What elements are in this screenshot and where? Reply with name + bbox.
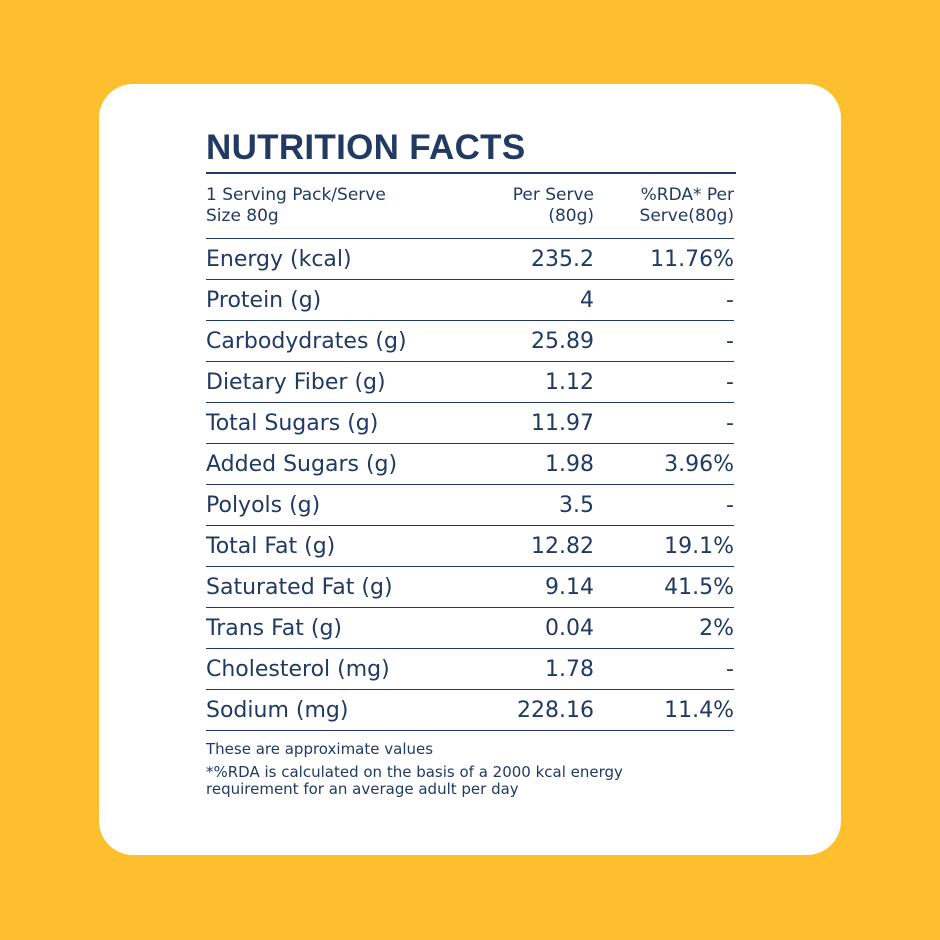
rda-value: -	[594, 648, 734, 690]
per-serve-label: Per Serve (80g)	[512, 185, 594, 226]
page-title: NUTRITION FACTS	[206, 128, 526, 167]
nutrient-name: Dietary Fiber (g)	[206, 361, 478, 403]
table-row: Cholesterol (mg) 1.78-	[206, 648, 734, 690]
per-serve-value: 11.97	[478, 402, 594, 444]
rda-label: %RDA* Per Serve(80g)	[639, 185, 734, 226]
serving-size-label: 1 Serving Pack/Serve Size 80g	[206, 185, 386, 226]
per-serve-value: 235.2	[478, 238, 594, 280]
per-serve-value: 12.82	[478, 525, 594, 567]
rda-value: -	[594, 279, 734, 321]
rda-value: 11.4%	[594, 689, 734, 731]
per-serve-value: 1.12	[478, 361, 594, 403]
table-row: Polyols (g) 3.5-	[206, 484, 734, 526]
table-row: Trans Fat (g) 0.04 2%	[206, 607, 734, 649]
nutrient-name: Polyols (g)	[206, 484, 478, 526]
nutrient-name: Saturated Fat (g)	[206, 566, 478, 608]
nutrient-name: Trans Fat (g)	[206, 607, 478, 649]
rda-value: -	[594, 402, 734, 444]
table-row: Sodium (mg) 228.16 11.4%	[206, 689, 734, 731]
table-row: Carbodydrates (g) 25.89-	[206, 320, 734, 362]
table-row: Added Sugars (g) 1.98 3.96%	[206, 443, 734, 485]
rda-value: 2%	[594, 607, 734, 649]
nutrient-name: Energy (kcal)	[206, 238, 478, 280]
rda-value: -	[594, 361, 734, 403]
rda-value: -	[594, 320, 734, 362]
nutrient-name: Sodium (mg)	[206, 689, 478, 731]
rda-value: 3.96%	[594, 443, 734, 485]
table-header-row: 1 Serving Pack/Serve Size 80g Per Serve …	[206, 174, 734, 239]
per-serve-value: 9.14	[478, 566, 594, 608]
per-serve-value: 1.98	[478, 443, 594, 485]
table-row: Protein (g) 4-	[206, 279, 734, 321]
per-serve-value: 1.78	[478, 648, 594, 690]
table-row: Total Sugars (g) 11.97-	[206, 402, 734, 444]
nutrient-name: Added Sugars (g)	[206, 443, 478, 485]
title-divider	[206, 172, 736, 174]
nutrient-name: Protein (g)	[206, 279, 478, 321]
per-serve-value: 0.04	[478, 607, 594, 649]
nutrient-name: Total Sugars (g)	[206, 402, 478, 444]
rda-value: 41.5%	[594, 566, 734, 608]
table-row: Saturated Fat (g) 9.14 41.5%	[206, 566, 734, 608]
rda-note: *%RDA is calculated on the basis of a 20…	[206, 763, 623, 798]
rda-header: %RDA* Per Serve(80g)	[594, 174, 734, 239]
rda-value: -	[594, 484, 734, 526]
approx-note: These are approximate values	[206, 740, 434, 758]
nutrient-name: Cholesterol (mg)	[206, 648, 478, 690]
rda-value: 19.1%	[594, 525, 734, 567]
table-row: Dietary Fiber (g) 1.12-	[206, 361, 734, 403]
nutrition-table: 1 Serving Pack/Serve Size 80g Per Serve …	[206, 174, 734, 731]
nutrition-panel: NUTRITION FACTS 1 Serving Pack/Serve Siz…	[206, 126, 736, 798]
table-row: Total Fat (g) 12.82 19.1%	[206, 525, 734, 567]
per-serve-header: Per Serve (80g)	[478, 174, 594, 239]
table-row: Energy (kcal) 235.2 11.76%	[206, 238, 734, 280]
nutrient-name: Carbodydrates (g)	[206, 320, 478, 362]
serving-size-header: 1 Serving Pack/Serve Size 80g	[206, 174, 478, 239]
nutrient-name: Total Fat (g)	[206, 525, 478, 567]
per-serve-value: 228.16	[478, 689, 594, 731]
per-serve-value: 25.89	[478, 320, 594, 362]
per-serve-value: 4	[478, 279, 594, 321]
rda-value: 11.76%	[594, 238, 734, 280]
per-serve-value: 3.5	[478, 484, 594, 526]
